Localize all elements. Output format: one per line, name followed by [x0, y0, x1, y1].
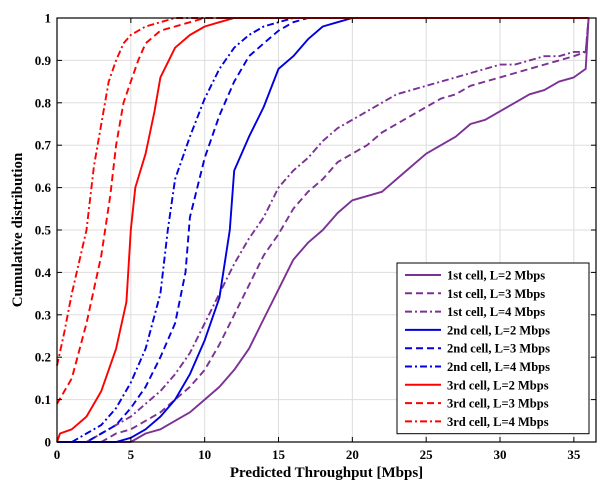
legend-label: 3rd cell, L=3 Mbps [447, 397, 549, 411]
y-tick-label: 0.9 [35, 53, 52, 68]
legend-label: 3rd cell, L=2 Mbps [447, 378, 549, 392]
legend-label: 3rd cell, L=4 Mbps [447, 415, 549, 429]
x-tick-label: 10 [198, 447, 211, 462]
y-tick-label: 0.5 [35, 223, 52, 238]
legend-label: 2nd cell, L=2 Mbps [447, 323, 550, 337]
x-tick-label: 0 [54, 447, 61, 462]
legend: 1st cell, L=2 Mbps 1st cell, L=3 Mbps 1st … [396, 262, 590, 435]
legend-label: 2nd cell, L=3 Mbps [447, 342, 550, 356]
series-line-7 [56, 17, 589, 443]
legend-label: 1st cell, L=3 Mbps [447, 287, 545, 301]
y-tick-label: 0.8 [35, 95, 52, 110]
x-tick-label: 5 [128, 447, 135, 462]
y-tick-label: 0.6 [35, 180, 52, 195]
series-line-8 [56, 17, 589, 405]
x-tick-label: 25 [420, 447, 434, 462]
series-line-9 [56, 17, 589, 366]
y-tick-label: 0.7 [35, 138, 52, 153]
axis-ticks: 0 5 10 15 20 25 30 35 0 0.1 0.2 0.3 0.4 0.5 0.6 0.7 0.8 0… [35, 11, 596, 462]
y-tick-label: 0.3 [35, 307, 52, 322]
y-axis-label: Cumulative distribution [10, 152, 26, 307]
series-line-4 [57, 17, 589, 443]
series-lines [56, 17, 590, 443]
legend-label: 1st cell, L=2 Mbps [447, 269, 545, 283]
legend-label: 1st cell, L=4 Mbps [447, 305, 545, 319]
series-line-6 [57, 17, 589, 443]
y-tick-label: 0.4 [35, 265, 52, 280]
series-line-3 [57, 17, 590, 443]
y-tick-label: 0.1 [35, 392, 51, 407]
series-line-5 [57, 17, 589, 443]
legend-label: 2nd cell, L=4 Mbps [447, 360, 550, 374]
x-axis-label: Predicted Throughput [Mbps] [230, 465, 423, 481]
y-tick-label: 0 [45, 435, 52, 450]
y-tick-label: 0.2 [35, 350, 51, 365]
x-tick-label: 20 [346, 447, 359, 462]
x-tick-label: 30 [494, 447, 507, 462]
x-tick-label: 15 [272, 447, 286, 462]
x-tick-label: 35 [567, 447, 581, 462]
series-line-1 [57, 17, 590, 443]
y-tick-label: 1 [45, 11, 52, 26]
